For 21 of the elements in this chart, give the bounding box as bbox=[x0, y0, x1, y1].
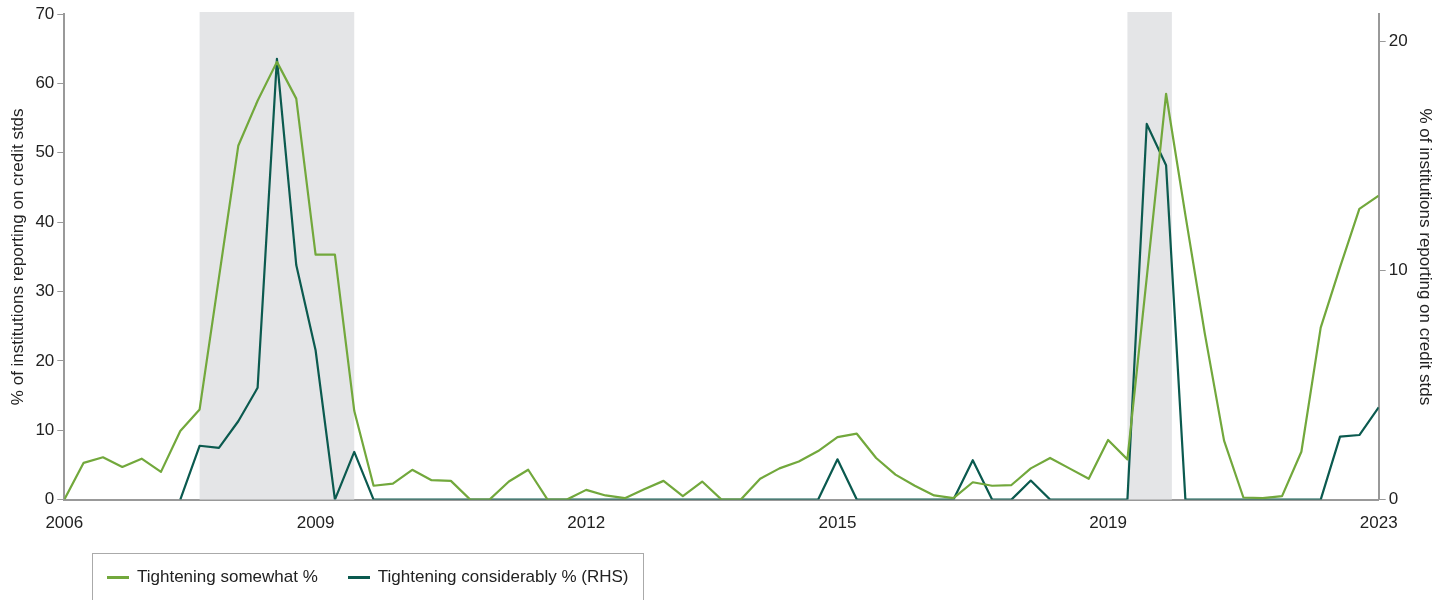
y-tick-label: 40 bbox=[35, 211, 55, 231]
x-tick-label: 2019 bbox=[1089, 513, 1127, 533]
y2-tick-label: 0 bbox=[1388, 489, 1399, 509]
x-tick-label: 2012 bbox=[567, 513, 606, 533]
legend-label: Tightening somewhat % bbox=[137, 567, 318, 587]
x-tick-label: 2023 bbox=[1359, 513, 1398, 533]
y-axis-title: % of institutions reporting on credit stds bbox=[7, 108, 27, 406]
y-tick-label: 20 bbox=[35, 350, 55, 370]
y-tick-label: 70 bbox=[35, 3, 55, 23]
y-tick-label: 60 bbox=[35, 73, 55, 93]
y2-tick-label: 20 bbox=[1388, 31, 1408, 51]
y-tick-label: 0 bbox=[44, 489, 55, 509]
x-tick-label: 2015 bbox=[818, 513, 857, 533]
y-tick-label: 50 bbox=[35, 142, 55, 162]
y-tick-label: 30 bbox=[35, 281, 55, 301]
legend-label: Tightening considerably % (RHS) bbox=[377, 567, 629, 587]
y-tick-label: 10 bbox=[35, 419, 55, 439]
x-tick-label: 2009 bbox=[296, 513, 335, 533]
y2-tick-label: 10 bbox=[1388, 260, 1408, 280]
x-tick-label: 2006 bbox=[45, 513, 84, 533]
y2-axis-title: % of institutions reporting on credit stds bbox=[1416, 108, 1436, 406]
